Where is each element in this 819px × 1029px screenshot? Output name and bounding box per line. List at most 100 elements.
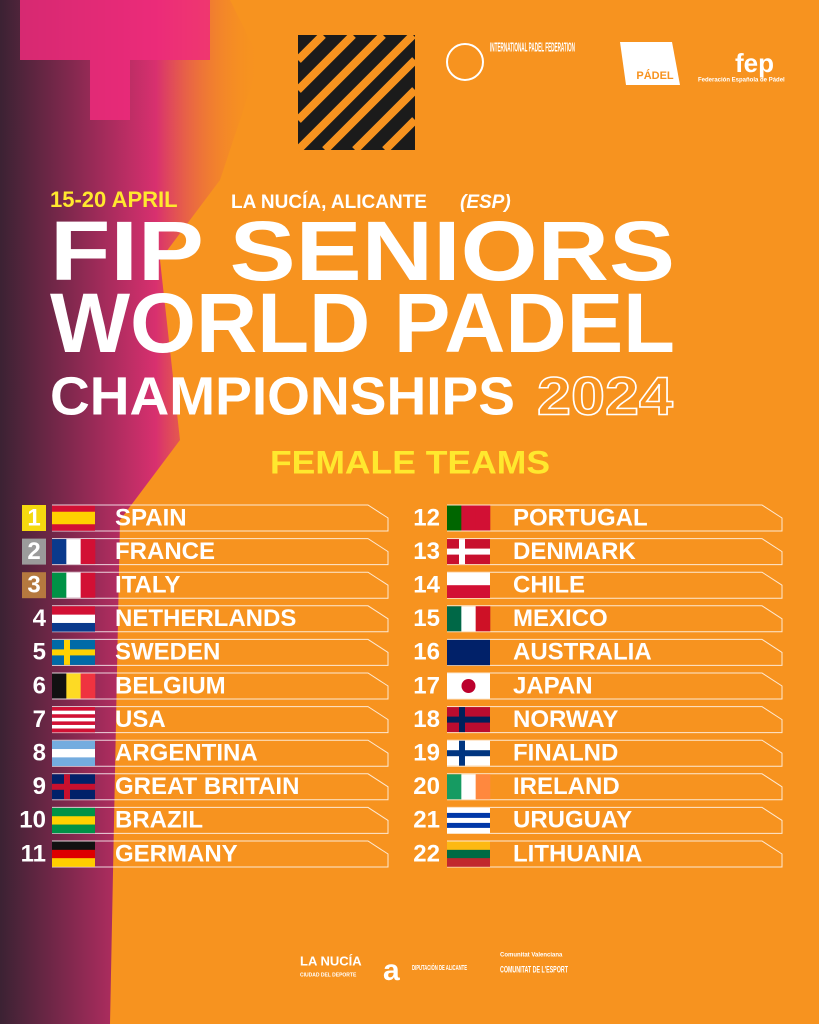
esport-text: COMUNITAT DE L'ESPORT [500,964,568,974]
medal-box [22,505,46,531]
ranking-row: 19 FINALND [413,739,783,767]
country: CHILE [513,572,585,599]
flag-stripe [52,757,95,766]
ipf-text: INTERNATIONAL PADEL FEDERATION [490,39,575,54]
flag [52,807,95,834]
rank: 7 [33,706,46,733]
flag-stripe [52,724,95,729]
ranking-row: 14 CHILE [413,572,783,599]
flag-stripe [80,673,96,699]
rank: 12 [413,504,440,531]
flag-stripe [52,721,95,726]
rank: 4 [33,605,47,632]
rank: 5 [33,639,46,666]
ranking-row: 21 URUGUAY [413,807,783,834]
rank: 16 [413,639,440,666]
flag-stripe [461,774,476,800]
rank: 18 [413,706,440,733]
country: ARGENTINA [115,740,258,767]
padel-badge [620,42,680,85]
row-frame [52,773,389,801]
flag-stripe [52,807,95,817]
flag-stripe [66,539,81,565]
rank: 14 [413,572,440,599]
row-frame [52,706,389,734]
diputacion-mark: a [383,954,400,987]
country: GERMANY [115,840,238,867]
row-frame [52,638,389,666]
flag-stripe [52,728,95,733]
footer-logos: LA NUCÍA CIUDAD DEL DEPORTE a DIPUTACIÓN… [300,953,568,987]
country: URUGUAY [513,807,632,834]
flag-stripe [66,673,81,699]
row-frame [52,672,389,700]
row-frame [52,806,389,834]
flag-cross [52,783,95,790]
flag-stripe [52,505,95,513]
row-frame [447,739,783,767]
country: DENMARK [513,538,636,565]
title-line1: FIP SENIORS [50,204,675,298]
ranking-row: 3 ITALY [22,572,389,599]
flag [52,740,95,766]
flag-cross [447,750,490,757]
title-line2: WORLD PADEL [50,276,675,370]
flag-stripe [447,858,490,867]
flag-stripe [66,572,81,598]
subtitle: FEMALE TEAMS [270,444,550,480]
flag-stripe [52,524,95,531]
event-country: (ESP) [460,192,511,213]
flag [52,774,95,800]
row-frame [52,840,389,868]
ipf-logo: INTERNATIONAL PADEL FEDERATION [446,39,575,81]
country: ITALY [115,572,180,599]
fep-text: fep [735,48,774,78]
flag [52,841,95,867]
ranking-row: 5 SWEDEN [33,638,389,666]
row-frame [52,538,389,566]
player-figure [0,0,260,1024]
flag-stripe [52,740,95,750]
nucia-text: LA NUCÍA [300,953,362,968]
ranking-row: 18 NORWAY [413,706,783,734]
flag-stripe [52,710,95,715]
ranking-row: 7 USA [33,706,389,734]
flag-stripe [52,606,95,615]
flag-stripe [447,841,490,851]
country: AUSTRALIA [513,639,652,666]
ranking-row: 15 MEXICO [413,605,783,633]
rank: 1 [27,504,40,531]
row-frame [447,605,783,633]
flag-stripe [52,572,67,598]
flag-cross [447,716,490,723]
flag-stripe [52,511,95,519]
pink-shape [20,0,210,120]
flag-stripe [52,858,95,867]
row-frame [447,706,783,734]
rank: 3 [27,572,40,599]
ranking-row: 10 BRAZIL [19,806,389,834]
country: BELGIUM [115,672,226,699]
flag [52,505,95,531]
country: PORTUGAL [513,504,648,531]
country: SPAIN [115,504,187,531]
medal-box [22,538,46,565]
ranking-row: 20 IRELAND [413,773,783,801]
row-frame [52,605,389,633]
flag-stripe [80,572,96,598]
rank: 11 [21,840,46,867]
ranking-row: 11 GERMANY [21,840,389,868]
flag-stripe [447,505,462,531]
flag-stripe [52,614,95,624]
flag-stripe [52,749,95,758]
country: FINALND [513,740,618,767]
rankings: 1 SPAIN 2 FRANCE 3 ITALY 4 NETHERLANDS 5 SWEDEN 6 B… [19,504,783,868]
title-year: 2024 [537,366,673,426]
flag [447,707,490,733]
flag [447,639,490,666]
row-frame [447,773,783,801]
flag-stripe [52,518,95,525]
flag-stripe [475,505,491,531]
flag-stripe [447,812,490,819]
